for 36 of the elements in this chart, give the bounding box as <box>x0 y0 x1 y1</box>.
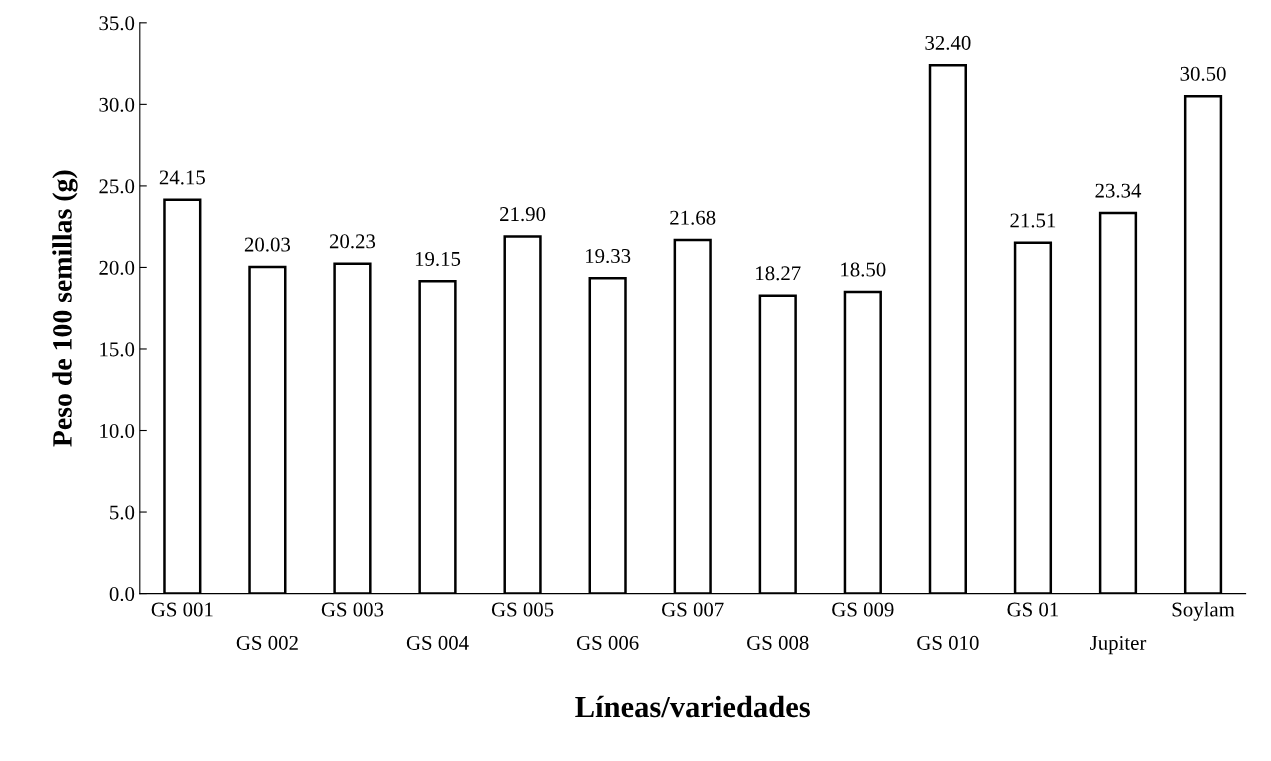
data-label: 20.23 <box>329 234 376 249</box>
x-tick-label: GS 01 <box>1007 602 1059 617</box>
data-label: 30.50 <box>1180 66 1226 81</box>
data-label: 21.90 <box>500 207 546 222</box>
x-tick-label: GS 002 <box>236 635 298 650</box>
x-tick-label: Jupiter <box>1090 635 1147 655</box>
data-label: 18.50 <box>841 262 886 277</box>
y-tick-label: 35.0 <box>99 16 135 31</box>
x-tick-label: GS 008 <box>747 635 809 650</box>
data-label: 23.34 <box>1095 183 1142 198</box>
data-label: 19.15 <box>415 251 461 267</box>
x-tick-label: GS 004 <box>406 635 469 650</box>
data-label: 32.40 <box>925 35 971 50</box>
x-tick-label: GS 007 <box>662 602 724 617</box>
x-tick-label: GS 010 <box>917 635 979 650</box>
data-label: 19.33 <box>586 249 631 264</box>
data-label: 18.27 <box>756 266 801 281</box>
data-label: 21.68 <box>670 210 716 225</box>
x-tick-label: GS 005 <box>491 602 554 617</box>
data-label: 24.15 <box>159 170 205 185</box>
x-tick-label: Soylam <box>1172 601 1235 621</box>
x-tick-label: GS 003 <box>321 602 384 617</box>
y-axis-title: Peso de 100 semillas (g) <box>52 170 78 447</box>
x-axis-title: Líneas/variedades <box>575 695 810 718</box>
y-tick-label: 0.0 <box>109 586 135 602</box>
y-tick-label: 25.0 <box>99 179 135 194</box>
data-label: 21.51 <box>1010 213 1056 228</box>
x-tick-label: GS 001 <box>151 602 213 617</box>
y-tick-label: 15.0 <box>100 342 135 357</box>
x-tick-label: GS 006 <box>576 635 639 650</box>
y-tick-label: 20.0 <box>99 260 135 275</box>
data-label: 20.03 <box>244 237 291 252</box>
y-tick-label: 30.0 <box>99 97 135 112</box>
x-tick-label: GS 009 <box>832 602 894 617</box>
y-tick-label: 5.0 <box>110 505 135 520</box>
y-tick-label: 10.0 <box>100 423 135 439</box>
